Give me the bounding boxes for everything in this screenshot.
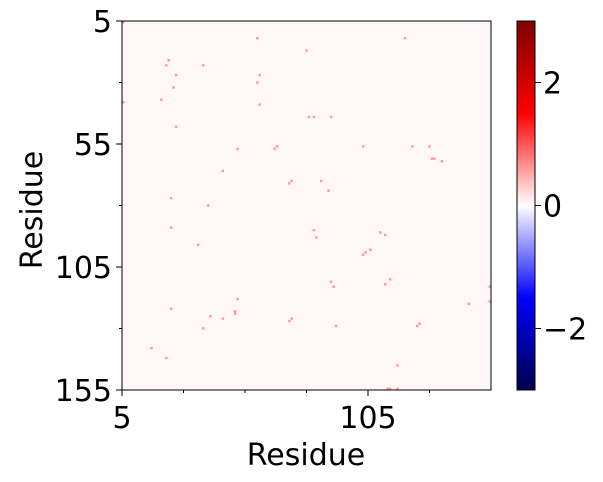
heatmap-cell — [312, 115, 316, 119]
heatmap-cell — [388, 278, 392, 281]
heatmap-cell — [150, 347, 153, 350]
heatmap-cell — [174, 73, 178, 77]
heatmap-cell — [290, 317, 293, 320]
x-axis-label: Residue — [247, 438, 365, 473]
heatmap-cell — [327, 189, 330, 192]
heatmap-cell — [273, 147, 276, 151]
heatmap-cell — [170, 196, 173, 200]
heatmap-cell — [305, 49, 308, 52]
y-tick-label: 155 — [55, 374, 112, 409]
heatmap-cell — [416, 324, 419, 328]
heatmap-cell — [236, 147, 239, 151]
heatmap-cell — [418, 322, 421, 325]
heatmap-cell — [396, 387, 399, 391]
heatmap-cell — [369, 248, 372, 252]
y-axis-label: Residue — [15, 151, 50, 269]
heatmap-cell — [488, 300, 492, 303]
heatmap-cell — [364, 251, 367, 254]
colorbar-tick-label: 2 — [543, 67, 562, 102]
heatmap-cell — [288, 319, 291, 323]
heatmap-cell — [197, 243, 200, 247]
colorbar-tick-label: 0 — [543, 190, 562, 225]
heatmap-cell — [312, 228, 316, 232]
colorbar-ticks: −2 0 2 — [535, 67, 587, 348]
heatmap-cell — [332, 285, 335, 288]
heatmap-cell — [165, 356, 168, 360]
heatmap-cell — [440, 160, 444, 163]
heatmap-cell — [361, 253, 365, 256]
heatmap-cell — [329, 115, 333, 119]
heatmap-cell — [233, 310, 237, 313]
colorbar-tick-label: −2 — [543, 313, 587, 348]
heatmap-cell — [165, 64, 168, 67]
heatmap-cell — [379, 231, 382, 234]
heatmap-cell — [428, 145, 431, 148]
heatmap-cell — [430, 157, 434, 160]
heatmap-cell — [334, 324, 338, 328]
heatmap-cell — [433, 157, 436, 160]
heatmap-cell — [209, 315, 212, 318]
x-tick-label: 5 — [112, 401, 131, 436]
heatmap-cell — [307, 115, 311, 119]
heatmap-cell — [122, 101, 125, 104]
heatmap-cell — [396, 364, 399, 367]
heatmap-cells — [122, 21, 492, 391]
heatmap-cell — [411, 145, 414, 148]
heatmap-cell — [256, 37, 259, 40]
heatmap-cell — [174, 125, 178, 129]
heatmap-cell — [206, 204, 210, 207]
heatmap-cell — [160, 98, 163, 101]
heatmap-cell — [329, 280, 333, 283]
heatmap-cell — [233, 312, 237, 315]
heatmap-cell — [167, 59, 170, 62]
colorbar — [516, 20, 536, 391]
y-tick-label: 5 — [93, 5, 112, 40]
heatmap-cell — [258, 73, 261, 77]
heatmap-cell — [202, 64, 205, 67]
plot-background — [122, 21, 491, 390]
heatmap-cell — [361, 145, 365, 148]
heatmap-cell — [170, 307, 173, 311]
y-tick-label: 105 — [55, 251, 112, 286]
heatmap-cell — [388, 387, 392, 391]
heatmap-cell — [320, 179, 323, 183]
heatmap-cell — [488, 285, 492, 288]
heatmap-cell — [236, 297, 239, 301]
heatmap-cell — [172, 86, 175, 89]
heatmap-cell — [275, 145, 279, 148]
heatmap-cell — [258, 103, 261, 106]
heatmap-cell — [403, 37, 407, 40]
heatmap-cell — [170, 226, 173, 229]
heatmap-cell — [386, 387, 389, 391]
heatmap-cell — [256, 81, 259, 84]
heatmap-cell — [122, 21, 125, 24]
heatmap-cell — [288, 182, 291, 185]
x-tick-label: 105 — [339, 401, 396, 436]
heatmap-cell — [202, 327, 205, 330]
heatmap-cell — [384, 283, 387, 286]
y-tick-label: 55 — [74, 128, 112, 163]
heatmap-cell — [467, 302, 471, 306]
heatmap-cell — [221, 317, 225, 320]
heatmap-cell — [290, 179, 293, 183]
x-axis-ticks: 5 105 — [112, 390, 430, 436]
heatmap-cell — [315, 236, 318, 239]
heatmap-cell — [221, 169, 225, 173]
heatmap-cell — [384, 233, 387, 237]
